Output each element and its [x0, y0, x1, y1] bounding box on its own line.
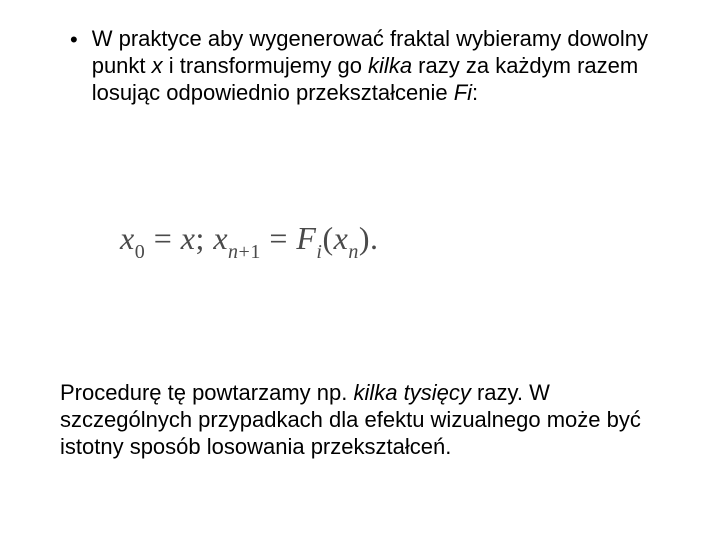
eq-xn1-x: x [213, 220, 228, 256]
eq-xn-x: x [334, 220, 349, 256]
eq-xn1-sub: n+1 [228, 241, 261, 263]
bullet-row: • W praktyce aby wygenerować fraktal wyb… [70, 26, 660, 106]
eq-xn-sub: n [348, 241, 359, 263]
eq-eq1: = [145, 220, 181, 256]
closing-seg1: Procedurę tę powtarzamy np. [60, 380, 353, 405]
eq-rpar: ) [359, 220, 370, 256]
eq-eq2: = [261, 220, 297, 256]
eq-rhs1-x: x [181, 220, 196, 256]
bullet-seg4: : [472, 80, 478, 105]
eq-sep: ; [195, 220, 213, 256]
closing-block: Procedurę tę powtarzamy np. kilka tysięc… [60, 380, 665, 460]
closing-kilka-tys: kilka tysięcy [353, 380, 470, 405]
bullet-text: W praktyce aby wygenerować fraktal wybie… [92, 26, 660, 106]
eq-x0-sub: 0 [135, 241, 146, 263]
eq-period: . [370, 220, 379, 256]
slide: • W praktyce aby wygenerować fraktal wyb… [0, 0, 720, 540]
eq-F-sub: i [316, 241, 322, 263]
eq-xn1-sub-n: n [228, 241, 239, 263]
bullet-block: • W praktyce aby wygenerować fraktal wyb… [70, 26, 660, 106]
eq-x0-x: x [120, 220, 135, 256]
eq-xn1-sub-plus1: +1 [239, 241, 261, 263]
bullet-x: x [152, 53, 163, 78]
equation: x0 = x; xn+1 = Fi(xn). [120, 220, 379, 262]
eq-lpar: ( [322, 220, 333, 256]
bullet-marker: • [70, 26, 92, 106]
eq-F: F [296, 220, 316, 256]
bullet-fi: Fi [454, 80, 472, 105]
bullet-kilka: kilka [368, 53, 412, 78]
bullet-seg2: i transformujemy go [163, 53, 368, 78]
